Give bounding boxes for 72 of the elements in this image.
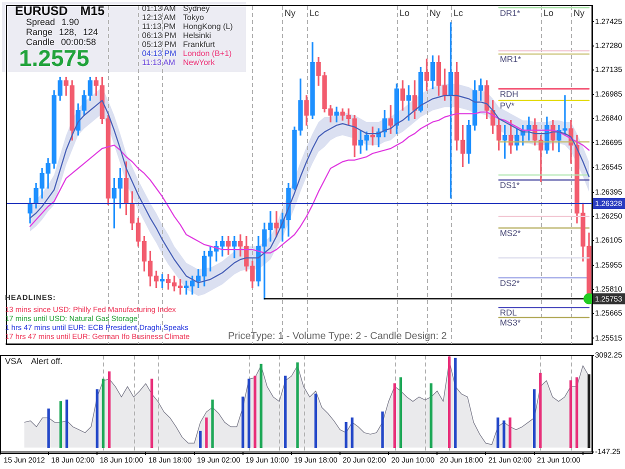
annotation: Lo xyxy=(400,8,410,18)
series-label: DR1* xyxy=(500,8,521,18)
bar xyxy=(588,374,590,448)
annotation: 04:13 PM xyxy=(142,48,176,58)
annotation: HongKong (L) xyxy=(183,22,233,30)
chart-title: EURUSD M15 xyxy=(15,4,105,18)
annotation: 11:13 PM xyxy=(142,22,176,30)
bar xyxy=(532,389,536,448)
bar xyxy=(539,372,542,448)
series-label: RDH xyxy=(500,88,518,99)
annotation: London (B+1) xyxy=(183,48,232,58)
annotation: 1.2575 xyxy=(19,45,90,71)
chart-subtitle: Alert off. xyxy=(31,356,62,366)
bar xyxy=(393,383,396,448)
annotation: Lo xyxy=(544,8,554,18)
series-label: RDL xyxy=(500,308,518,318)
annotation: NewYork xyxy=(183,58,215,66)
annotation: Range 128, 124 xyxy=(26,27,98,37)
annotation: 05:13 PM xyxy=(142,40,176,48)
annotation: 01:13 AM xyxy=(142,4,176,12)
bar xyxy=(496,417,500,448)
annotation: PriceType: 1 - Volume Type: 2 - Candle Design: 2 xyxy=(228,331,447,342)
bar xyxy=(242,396,244,448)
bar xyxy=(502,420,506,448)
candlestick xyxy=(334,106,339,122)
bar xyxy=(448,356,451,448)
bar xyxy=(350,417,354,448)
series-label: MS2* xyxy=(500,228,522,238)
bar xyxy=(260,364,262,448)
annotation: Lc xyxy=(454,8,464,18)
series-label: DS2* xyxy=(500,278,520,288)
annotation: Ny xyxy=(284,8,296,18)
bar xyxy=(199,430,202,448)
bar xyxy=(47,408,50,448)
bar xyxy=(569,380,572,448)
annotation: 11:13 AM xyxy=(142,58,176,66)
bar xyxy=(381,412,384,448)
bar xyxy=(344,422,348,448)
bar xyxy=(508,417,512,448)
annotation: Lc xyxy=(310,8,320,18)
bar xyxy=(65,400,68,448)
annotation: Ny xyxy=(430,8,441,18)
bar xyxy=(454,358,457,448)
bar xyxy=(296,362,299,448)
series-label: MS3* xyxy=(500,318,522,328)
bar xyxy=(150,378,154,448)
bar xyxy=(108,371,111,448)
annotation: Ny xyxy=(574,8,585,18)
annotation: Candle 00:00:58 xyxy=(26,37,96,47)
bar xyxy=(205,417,208,448)
bar xyxy=(284,376,287,448)
bar xyxy=(575,377,578,448)
bar xyxy=(102,378,105,448)
bar xyxy=(254,376,256,448)
series-label: DS1* xyxy=(500,180,520,190)
bar xyxy=(430,383,432,448)
annotation: 06:13 PM xyxy=(142,30,176,40)
bar xyxy=(399,377,402,448)
series-label: PV* xyxy=(500,100,516,111)
annotation: Helsinki xyxy=(183,30,212,40)
bar xyxy=(314,394,318,448)
annotation: Frankfurt xyxy=(183,40,216,48)
annotation: Sydney xyxy=(183,4,210,12)
annotation: Spread 1.90 xyxy=(26,17,80,27)
annotation: 12:13 AM xyxy=(142,12,176,22)
bar xyxy=(59,401,62,448)
bar xyxy=(96,389,98,448)
bar xyxy=(248,378,250,448)
chart-title: VSA xyxy=(5,356,22,366)
annotation: Tokyo xyxy=(183,12,204,22)
series-label: MR1* xyxy=(500,54,522,64)
bar xyxy=(211,400,214,448)
